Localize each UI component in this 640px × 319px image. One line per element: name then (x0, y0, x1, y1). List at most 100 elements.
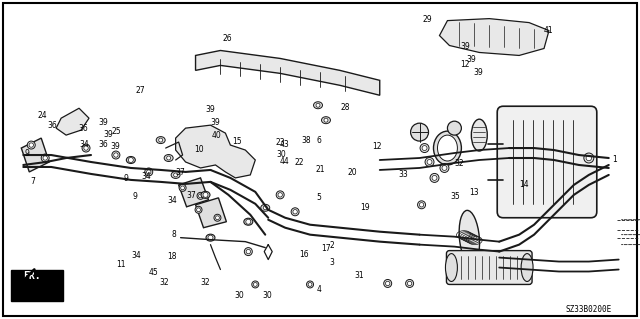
Circle shape (196, 208, 200, 212)
Circle shape (308, 283, 312, 286)
Text: 45: 45 (148, 268, 158, 277)
Circle shape (84, 146, 88, 150)
Bar (12, 270, 63, 301)
Circle shape (159, 138, 163, 142)
Circle shape (112, 151, 120, 159)
Text: 32: 32 (200, 278, 210, 287)
Circle shape (43, 156, 47, 160)
Text: 3: 3 (329, 258, 334, 267)
Text: SZ33B0200E: SZ33B0200E (566, 305, 612, 314)
Text: 14: 14 (519, 181, 529, 189)
Circle shape (430, 174, 439, 182)
Circle shape (293, 210, 298, 214)
Text: 36: 36 (47, 121, 57, 130)
Text: 37: 37 (175, 168, 185, 177)
Polygon shape (196, 50, 380, 95)
Text: 22: 22 (295, 158, 305, 167)
Circle shape (179, 184, 186, 191)
Ellipse shape (459, 210, 479, 265)
Circle shape (586, 155, 591, 161)
Circle shape (419, 203, 424, 207)
Circle shape (244, 248, 252, 256)
Text: 31: 31 (355, 271, 364, 280)
Circle shape (198, 194, 202, 198)
Ellipse shape (244, 218, 253, 225)
Text: 39: 39 (110, 142, 120, 151)
Ellipse shape (438, 135, 458, 161)
Circle shape (41, 154, 49, 162)
Circle shape (197, 192, 204, 199)
Circle shape (214, 214, 221, 221)
Text: 6: 6 (316, 136, 321, 145)
Text: 44: 44 (280, 157, 290, 166)
Circle shape (432, 175, 437, 180)
Text: 24: 24 (38, 111, 47, 120)
Ellipse shape (206, 234, 215, 241)
Text: 39: 39 (473, 68, 483, 77)
Ellipse shape (447, 121, 461, 135)
Text: 43: 43 (280, 140, 290, 149)
Ellipse shape (321, 117, 330, 124)
Circle shape (384, 279, 392, 287)
Polygon shape (175, 125, 255, 178)
FancyBboxPatch shape (447, 251, 532, 285)
Text: 32: 32 (159, 278, 169, 287)
Circle shape (417, 201, 426, 209)
Ellipse shape (433, 131, 461, 165)
Text: 5: 5 (316, 193, 321, 202)
Polygon shape (196, 198, 227, 228)
Circle shape (147, 170, 151, 174)
Polygon shape (56, 108, 89, 135)
Circle shape (129, 158, 133, 162)
Ellipse shape (314, 102, 323, 109)
Circle shape (114, 153, 118, 157)
Text: 7: 7 (31, 177, 36, 186)
Text: 40: 40 (212, 131, 221, 140)
Circle shape (427, 160, 432, 165)
Circle shape (203, 192, 208, 197)
Circle shape (208, 235, 213, 240)
Circle shape (291, 208, 299, 216)
Text: 27: 27 (136, 86, 145, 95)
Text: 11: 11 (116, 260, 126, 270)
Circle shape (584, 153, 594, 163)
Circle shape (276, 191, 284, 199)
Text: 34: 34 (79, 140, 89, 149)
FancyBboxPatch shape (497, 106, 596, 218)
Text: 18: 18 (168, 252, 177, 261)
Text: 23: 23 (276, 137, 285, 146)
Text: 15: 15 (232, 137, 242, 145)
Ellipse shape (471, 119, 487, 151)
Circle shape (278, 193, 282, 197)
Circle shape (406, 279, 413, 287)
Text: 39: 39 (460, 42, 470, 51)
Text: 37: 37 (186, 190, 196, 200)
Text: 13: 13 (469, 188, 479, 197)
Text: 9: 9 (124, 174, 128, 183)
Text: 29: 29 (422, 15, 432, 24)
Circle shape (422, 145, 427, 151)
Circle shape (316, 103, 320, 107)
Text: 12: 12 (372, 142, 382, 151)
Text: 20: 20 (347, 168, 356, 177)
Ellipse shape (171, 171, 180, 178)
Text: 38: 38 (301, 136, 311, 145)
Circle shape (385, 281, 390, 286)
Circle shape (263, 206, 268, 210)
Text: 4: 4 (316, 285, 321, 294)
Circle shape (28, 141, 35, 149)
Circle shape (166, 156, 171, 160)
Circle shape (173, 173, 178, 177)
Text: 16: 16 (300, 250, 309, 259)
Circle shape (324, 118, 328, 122)
Text: 30: 30 (235, 291, 244, 300)
Text: 30: 30 (263, 291, 273, 300)
Text: 39: 39 (205, 105, 215, 114)
Text: 34: 34 (142, 172, 152, 181)
Text: 39: 39 (104, 130, 113, 139)
Text: 2: 2 (329, 241, 334, 250)
Circle shape (29, 143, 33, 147)
Circle shape (246, 219, 251, 224)
Ellipse shape (260, 204, 269, 211)
Circle shape (307, 281, 314, 288)
